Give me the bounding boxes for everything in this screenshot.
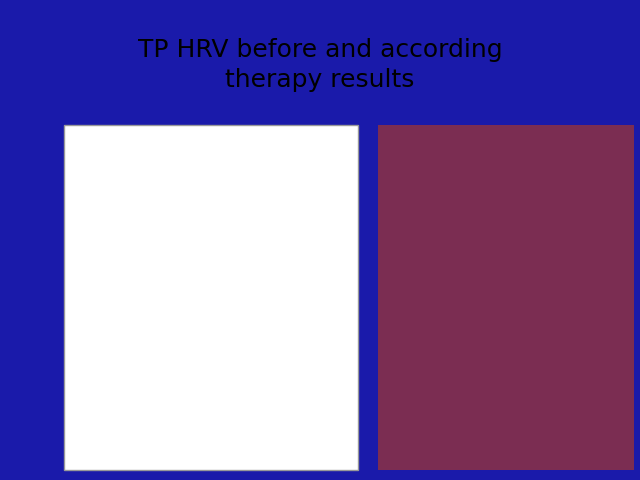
Bar (64, 408, 141, 437)
Text: 33420: 33420 (161, 446, 193, 456)
Bar (213, 408, 286, 437)
Text: 17505: 17505 (305, 417, 339, 427)
Text: 21993: 21993 (233, 417, 266, 427)
Text: 33741: 33741 (305, 446, 339, 456)
Text: TP HRV before and according
therapy results: TP HRV before and according therapy resu… (138, 38, 502, 92)
Text: 12376: 12376 (160, 417, 193, 427)
Bar (213, 437, 286, 466)
Bar (286, 408, 358, 437)
Text: At the peak of APhT
with amiodarone in
TP + group TP
increases in 2 times: At the peak of APhT with amiodarone in T… (396, 252, 514, 315)
Text: From the very
beginning TP in TP
+ group is less in 3
times compared to
TP- grou: From the very beginning TP in TP + group… (396, 135, 509, 214)
Bar (141, 408, 213, 437)
Bar (286, 437, 358, 466)
Bar (64, 437, 141, 466)
Text: During therapy TP
qualitatively inherits
it’s reactings in
APhT: During therapy TP qualitatively inherits… (396, 367, 518, 429)
Bar (141, 437, 213, 466)
Text: TP+: TP+ (107, 417, 128, 427)
Text: TP-: TP- (107, 446, 123, 456)
Text: 32198: 32198 (233, 446, 266, 456)
